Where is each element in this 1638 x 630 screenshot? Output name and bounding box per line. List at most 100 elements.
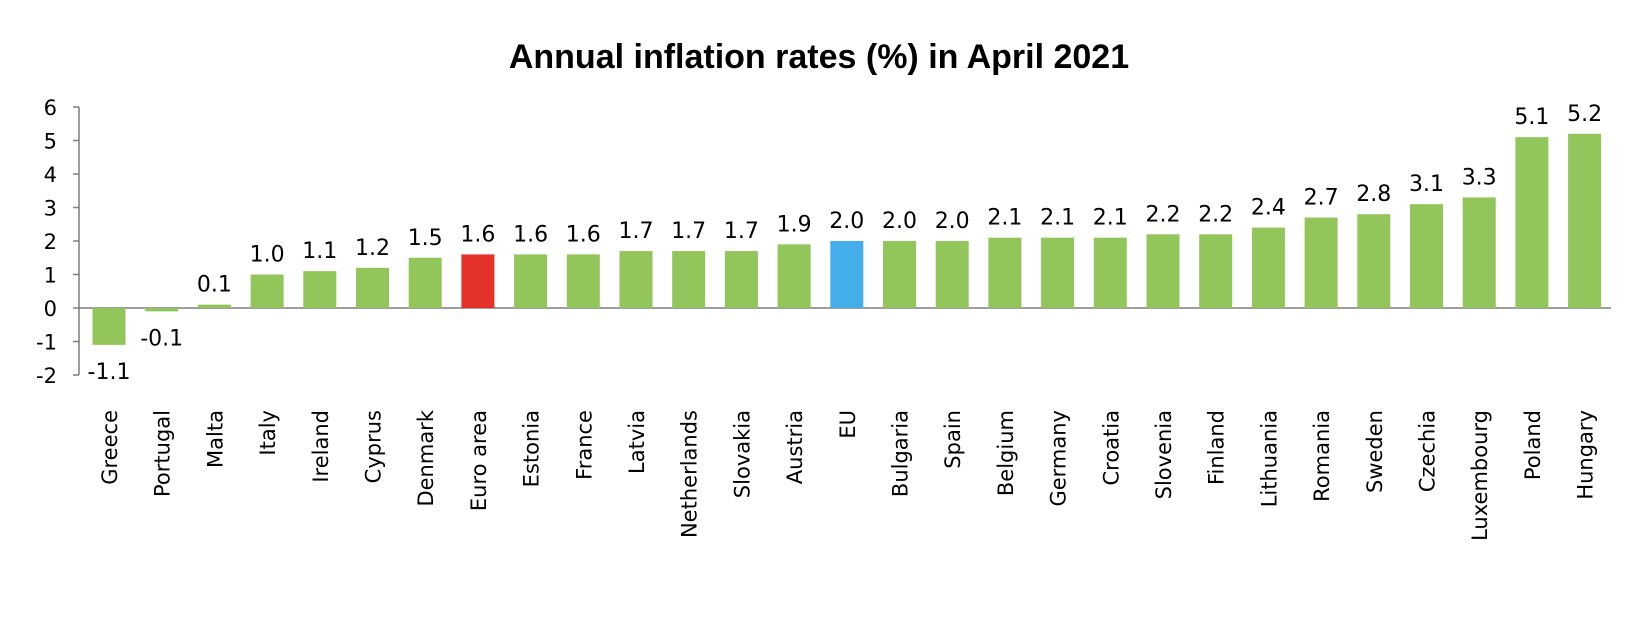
y-tick-label: 1 <box>44 264 57 288</box>
bar <box>145 308 179 312</box>
category-label: Poland <box>1521 410 1545 480</box>
data-label: 2.7 <box>1304 186 1339 211</box>
category-label: Austria <box>783 410 807 484</box>
y-tick-label: 2 <box>44 230 57 254</box>
data-label: -0.1 <box>140 326 183 351</box>
data-label: 2.0 <box>829 209 864 234</box>
bar <box>1146 234 1180 308</box>
data-label: -1.1 <box>88 360 131 385</box>
category-label: Latvia <box>625 410 649 474</box>
bar <box>197 304 231 308</box>
data-label: 1.7 <box>619 219 654 244</box>
category-label: Cyprus <box>362 410 386 483</box>
bar <box>1410 204 1443 308</box>
bar <box>92 308 126 345</box>
category-label: Germany <box>1047 410 1071 507</box>
bar <box>777 244 811 308</box>
category-label: Czechia <box>1416 410 1440 492</box>
data-label: 5.1 <box>1514 105 1549 130</box>
bar <box>883 241 916 308</box>
data-label: 3.1 <box>1409 172 1444 197</box>
data-label: 3.3 <box>1462 165 1497 190</box>
data-label: 1.6 <box>513 222 548 247</box>
bar <box>988 237 1022 308</box>
bar <box>1568 133 1602 308</box>
bar <box>1515 137 1549 308</box>
y-tick-label: 5 <box>44 130 57 154</box>
category-label: Slovenia <box>1152 410 1176 499</box>
data-label: 1.2 <box>355 236 390 261</box>
bars-layer <box>92 133 1602 345</box>
data-label: 1.6 <box>460 222 495 247</box>
bar <box>1199 234 1233 308</box>
data-label: 2.1 <box>1093 206 1128 231</box>
category-label: Hungary <box>1574 410 1598 500</box>
bar <box>1093 237 1127 308</box>
data-label: 1.9 <box>777 212 812 237</box>
category-label: Lithuania <box>1257 410 1281 507</box>
data-label: 1.5 <box>408 226 443 251</box>
data-label: 5.2 <box>1567 102 1602 127</box>
bar <box>724 251 758 308</box>
category-label: Ireland <box>309 410 333 483</box>
category-label: Belgium <box>994 410 1018 496</box>
category-label: Romania <box>1310 410 1334 502</box>
category-label: Malta <box>203 410 227 468</box>
data-label: 0.1 <box>197 273 232 298</box>
labels-layer: -1.1 Greece -0.1 Portugal 0.1 Malta 1.0 Italy 1.… <box>88 102 1603 541</box>
bar <box>1357 214 1391 308</box>
category-label: EU <box>836 410 860 439</box>
category-label: Euro area <box>467 410 491 511</box>
data-label: 2.8 <box>1356 182 1391 207</box>
bar <box>1041 237 1075 308</box>
bar <box>1462 197 1496 308</box>
y-tick-label: 4 <box>44 163 57 187</box>
data-label: 2.0 <box>935 209 970 234</box>
bar <box>514 254 548 308</box>
y-tick-label: 0 <box>44 297 57 321</box>
category-label: France <box>572 410 596 480</box>
category-label: Sweden <box>1363 410 1387 493</box>
category-label: Greece <box>98 410 122 485</box>
data-label: 2.2 <box>1198 202 1233 227</box>
bar <box>1251 227 1285 308</box>
bar <box>830 241 864 308</box>
category-label: Croatia <box>1099 410 1123 486</box>
category-label: Estonia <box>520 410 544 487</box>
category-label: Finland <box>1205 410 1229 485</box>
bar <box>1304 217 1338 308</box>
category-label: Denmark <box>414 409 438 506</box>
bar <box>619 251 653 308</box>
data-label: 1.7 <box>724 219 759 244</box>
bar <box>250 274 284 308</box>
category-label: Slovakia <box>730 410 754 498</box>
data-label: 2.4 <box>1251 196 1286 221</box>
data-label: 2.0 <box>882 209 917 234</box>
data-label: 1.1 <box>302 239 337 264</box>
data-label: 2.1 <box>1040 206 1075 231</box>
chart-title: Annual inflation rates (%) in April 2021 <box>508 38 1130 76</box>
bar <box>303 271 337 308</box>
y-tick-label: -1 <box>36 331 57 355</box>
y-tick-label: -2 <box>36 364 57 388</box>
bar <box>408 257 442 308</box>
category-label: Luxembourg <box>1468 410 1492 541</box>
category-label: Netherlands <box>678 410 702 538</box>
bar <box>356 267 389 308</box>
bar <box>566 254 600 308</box>
data-label: 1.7 <box>671 219 706 244</box>
category-label: Portugal <box>151 410 175 497</box>
bar <box>461 254 495 308</box>
data-label: 1.0 <box>250 243 285 268</box>
bar <box>935 241 969 308</box>
category-label: Italy <box>256 410 280 456</box>
data-label: 1.6 <box>566 222 601 247</box>
bar <box>672 251 706 308</box>
y-tick-label: 6 <box>44 96 57 120</box>
category-label: Bulgaria <box>889 410 913 497</box>
data-label: 2.2 <box>1146 202 1181 227</box>
y-tick-label: 3 <box>44 197 57 221</box>
data-label: 2.1 <box>987 206 1022 231</box>
